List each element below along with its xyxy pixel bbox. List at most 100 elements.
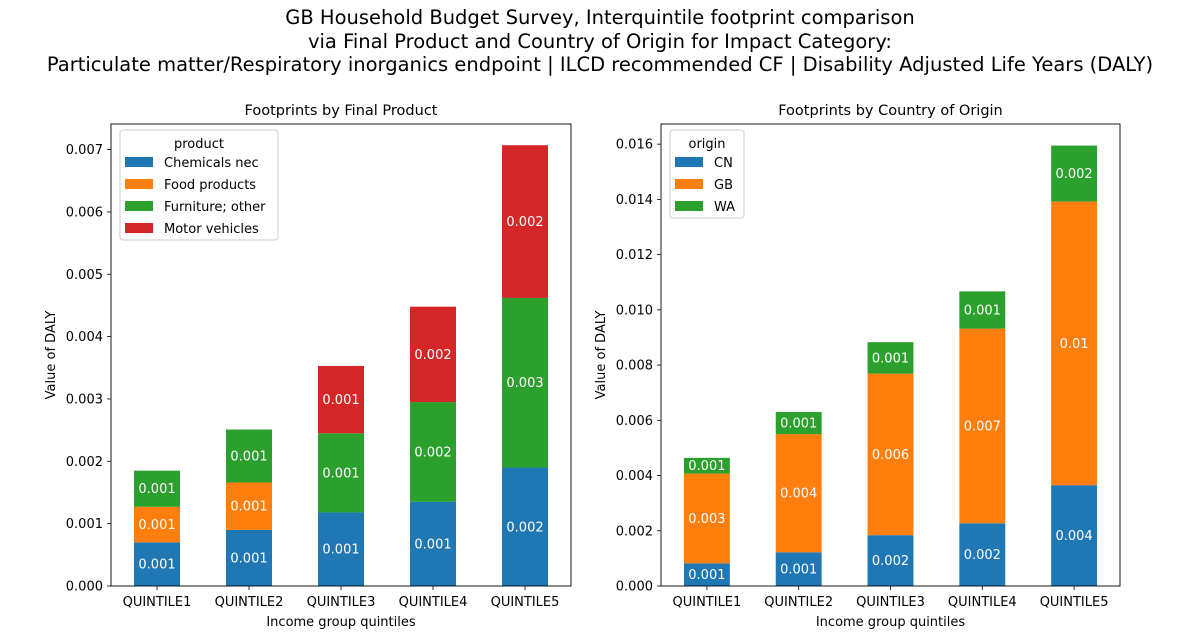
chart2-y-tick-label: 0.014: [616, 193, 653, 208]
chart2-legend-swatch-2: [675, 179, 703, 189]
chart2-data-label: 0.001: [964, 303, 1001, 318]
chart1-data-label: 0.001: [414, 537, 451, 552]
chart2-y-tick-label: 0.000: [616, 580, 653, 595]
chart1-legend-swatch-3: [125, 201, 153, 211]
chart2-bar-wa-2: [775, 412, 822, 435]
chart2-bar-cn-1: [683, 563, 730, 586]
chart2-bar-gb-5: [1051, 201, 1098, 486]
chart2-data-label: 0.001: [872, 351, 909, 366]
chart1-xlabel: Income group quintiles: [266, 615, 416, 630]
chart2-data-label: 0.001: [780, 563, 817, 578]
chart2-data-label: 0.002: [1055, 167, 1092, 182]
chart2-bar-wa-3: [867, 342, 914, 374]
chart1-x-tick-label: QUINTILE5: [491, 595, 560, 610]
chart2-y-tick-label: 0.008: [616, 359, 653, 374]
chart2-legend-title: origin: [688, 137, 725, 152]
chart1-legend-swatch-2: [125, 179, 153, 189]
chart1-bar-motor-vehicles-4: [410, 306, 456, 403]
chart2-y-tick-label: 0.006: [616, 414, 653, 429]
chart1-bar-furniture-other-1: [134, 470, 180, 507]
chart2-bar-gb-1: [683, 473, 730, 564]
chart1-axes-frame: [110, 123, 572, 587]
chart2-y-tick-label: 0.002: [616, 524, 653, 539]
chart1-data-label: 0.001: [322, 543, 359, 558]
chart1-data-label: 0.003: [506, 376, 543, 391]
chart2-bar-cn-2: [775, 552, 822, 586]
chart2-data-label: 0.006: [872, 448, 909, 463]
chart2-ylabel: Value of DALY: [594, 311, 609, 400]
chart2-bar-cn-5: [1051, 485, 1098, 586]
chart1-data-label: 0.001: [138, 482, 175, 497]
chart1-data-label: 0.002: [414, 348, 451, 363]
figure-title-line-2: via Final Product and Country of Origin …: [307, 29, 893, 53]
chart1-legend-label-1: Chemicals nec: [164, 156, 259, 171]
chart1-title: Footprints by Final Product: [245, 103, 438, 119]
chart1-bar-chemicals-nec-1: [134, 542, 180, 586]
chart1-bar-chemicals-nec-4: [410, 501, 456, 586]
chart2-data-label: 0.004: [780, 487, 817, 502]
chart1-data-label: 0.002: [506, 520, 543, 535]
chart1-data-label: 0.001: [230, 551, 267, 566]
chart2-x-tick-label: QUINTILE3: [856, 595, 925, 610]
figure-title-line-1: GB Household Budget Survey, Interquintil…: [285, 6, 915, 29]
chart1-legend-label-4: Motor vehicles: [164, 222, 259, 237]
chart2-bar-wa-5: [1051, 145, 1098, 202]
chart2-legend-label-2: GB: [714, 178, 733, 193]
chart1-bar-furniture-other-5: [502, 297, 548, 468]
chart2-legend-label-3: WA: [714, 200, 735, 215]
chart1-bar-chemicals-nec-3: [318, 512, 364, 586]
chart2-x-tick-label: QUINTILE5: [1040, 595, 1109, 610]
chart2-data-label: 0.007: [964, 419, 1001, 434]
chart1-x-tick-label: QUINTILE4: [399, 595, 468, 610]
chart2-data-label: 0.001: [688, 568, 725, 583]
chart2-legend-swatch-1: [675, 157, 703, 167]
chart1-data-label: 0.001: [322, 466, 359, 481]
chart2-bar-gb-4: [959, 328, 1006, 524]
chart2-legend-label-1: CN: [714, 156, 733, 171]
chart1-y-tick-label: 0.004: [66, 330, 103, 345]
chart2-x-tick-label: QUINTILE4: [948, 595, 1017, 610]
figure-title: GB Household Budget Survey, Interquintil…: [0, 6, 1200, 77]
chart2-legend-box: [669, 129, 745, 219]
chart2-bar-cn-4: [959, 523, 1006, 586]
chart2-bar-cn-3: [867, 535, 914, 586]
chart1-legend-label-3: Furniture; other: [164, 200, 266, 215]
chart2-data-label: 0.001: [780, 417, 817, 432]
chart1-bar-food-products-1: [134, 506, 180, 543]
chart2-y-tick-label: 0.004: [616, 469, 653, 484]
chart2-xlabel: Income group quintiles: [816, 615, 966, 630]
chart2-bar-wa-4: [959, 291, 1006, 329]
chart2-data-label: 0.001: [688, 459, 725, 474]
chart2-legend-swatch-3: [675, 201, 703, 211]
chart2-data-label: 0.003: [688, 512, 725, 527]
chart1-bar-furniture-other-4: [410, 402, 456, 502]
chart1-legend-label-2: Food products: [164, 178, 256, 193]
chart1-y-tick-label: 0.000: [66, 580, 103, 595]
chart1-bar-chemicals-nec-5: [502, 467, 548, 586]
chart1-data-label: 0.001: [138, 558, 175, 573]
chart2-bar-gb-3: [867, 373, 914, 536]
chart1-bar-chemicals-nec-2: [226, 529, 272, 586]
chart2-x-tick-label: QUINTILE2: [764, 595, 833, 610]
chart2-y-tick-label: 0.012: [616, 248, 653, 263]
chart1-x-tick-label: QUINTILE3: [307, 595, 376, 610]
chart2-bar-wa-1: [683, 457, 730, 474]
chart1-legend-swatch-4: [125, 223, 153, 233]
chart1-bar-motor-vehicles-3: [318, 365, 364, 434]
chart1-x-tick-label: QUINTILE2: [215, 595, 284, 610]
chart1-y-tick-label: 0.001: [66, 517, 103, 532]
chart1-data-label: 0.002: [506, 215, 543, 230]
chart2-bar-gb-2: [775, 434, 822, 553]
chart1-data-label: 0.002: [414, 445, 451, 460]
chart2-axes-frame: [660, 123, 1121, 587]
chart2-data-label: 0.01: [1060, 337, 1089, 352]
chart2-data-label: 0.004: [1055, 529, 1092, 544]
chart1-data-label: 0.001: [138, 518, 175, 533]
chart2-x-tick-label: QUINTILE1: [672, 595, 741, 610]
chart1-legend-swatch-1: [125, 157, 153, 167]
chart1-y-tick-label: 0.006: [66, 205, 103, 220]
chart1-bar-food-products-2: [226, 482, 272, 530]
chart2-title: Footprints by Country of Origin: [778, 103, 1003, 119]
chart1-data-label: 0.001: [322, 393, 359, 408]
